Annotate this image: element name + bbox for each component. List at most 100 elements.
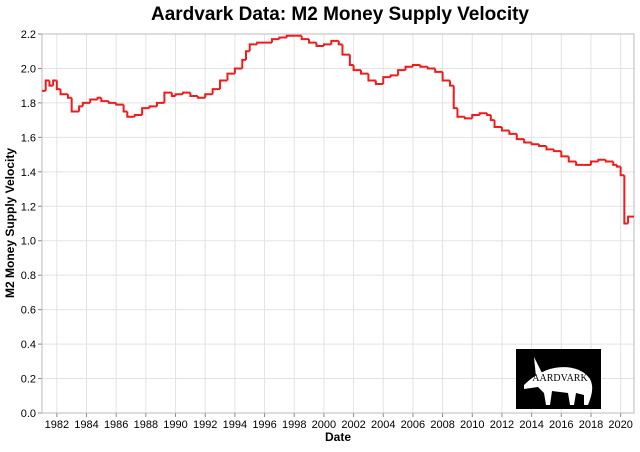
- line-step: [589, 160, 599, 165]
- line-step: [486, 113, 491, 116]
- logo-aardvark: [524, 357, 593, 405]
- line-step: [115, 102, 124, 106]
- x-tick-label: 1996: [252, 419, 276, 431]
- y-tick-label: 0.8: [21, 270, 36, 282]
- line-step: [174, 93, 183, 97]
- line-step: [434, 68, 443, 73]
- line-step: [359, 70, 369, 75]
- line-step: [133, 113, 143, 117]
- line-step: [471, 113, 480, 119]
- line-step: [619, 166, 625, 177]
- line-step: [330, 39, 339, 45]
- line-step: [315, 42, 324, 48]
- line-step: [523, 139, 532, 144]
- logo-text: AARDVARK: [532, 373, 588, 384]
- line-step: [163, 91, 172, 103]
- x-tick-label: 1998: [282, 419, 306, 431]
- line-step: [449, 80, 454, 87]
- line-step: [452, 85, 458, 110]
- x-tick-label: 2006: [401, 419, 425, 431]
- line-step: [66, 94, 72, 99]
- x-tick-label: 2012: [490, 419, 514, 431]
- line-step: [278, 36, 287, 40]
- line-step: [48, 80, 54, 87]
- y-tick-label: 1.6: [21, 132, 36, 144]
- x-axis-label: Date: [325, 430, 351, 444]
- x-tick-label: 2018: [579, 419, 603, 431]
- x-tick-label: 1988: [134, 419, 158, 431]
- line-step: [59, 89, 68, 96]
- x-tick-label: 1986: [104, 419, 128, 431]
- line-step: [241, 58, 247, 69]
- y-tick-label: 1.8: [21, 98, 36, 110]
- line-step: [575, 161, 584, 166]
- line-step: [148, 105, 157, 109]
- y-tick-label: 0.0: [21, 408, 36, 420]
- line-step: [615, 164, 621, 168]
- line-step: [337, 40, 343, 46]
- line-step: [441, 71, 451, 82]
- line-step: [612, 161, 617, 166]
- line-step: [627, 215, 634, 224]
- x-tick-label: 1990: [163, 419, 187, 431]
- line-step: [530, 142, 540, 146]
- line-step: [348, 54, 354, 67]
- line-step: [374, 80, 384, 85]
- line-step: [100, 97, 109, 103]
- line-step: [248, 43, 258, 52]
- y-tick-label: 0.4: [21, 339, 36, 351]
- line-step: [411, 64, 421, 67]
- line-step: [567, 156, 577, 163]
- line-step: [300, 35, 310, 41]
- chart-title: Aardvark Data: M2 Money Supply Velocity: [151, 4, 529, 25]
- line-step: [545, 145, 554, 151]
- line-step: [478, 112, 488, 115]
- x-tick-label: 1992: [193, 419, 217, 431]
- line-step: [508, 130, 517, 135]
- line-step: [219, 79, 228, 90]
- line-step: [285, 34, 295, 38]
- line-step: [341, 44, 350, 56]
- line-step: [604, 159, 614, 163]
- line-step: [44, 79, 50, 91]
- line-step: [456, 108, 465, 118]
- x-tick-label: 2002: [341, 419, 365, 431]
- line-step: [181, 91, 191, 95]
- line-step: [382, 76, 391, 84]
- line-step: [245, 50, 250, 60]
- line-step: [256, 41, 265, 45]
- line-step: [552, 149, 562, 153]
- x-tick-label: 2008: [430, 419, 454, 431]
- x-tick-label: 1994: [223, 419, 247, 431]
- y-tick-label: 2.0: [21, 63, 36, 75]
- y-axis-label: M2 Money Supply Velocity: [3, 148, 17, 298]
- line-step: [70, 97, 80, 113]
- line-step: [141, 107, 150, 115]
- line-step: [367, 73, 376, 82]
- logo: AARDVARK: [516, 349, 601, 409]
- line-step: [78, 105, 83, 112]
- line-step: [426, 66, 436, 70]
- line-step: [52, 79, 57, 86]
- line-step: [122, 104, 128, 113]
- x-tick-label: 1984: [74, 419, 98, 431]
- line-step: [196, 96, 206, 99]
- x-tick-label: 2020: [608, 419, 632, 431]
- line-step: [170, 92, 176, 98]
- line-step: [397, 69, 406, 76]
- line-step: [597, 158, 606, 162]
- line-step: [89, 98, 98, 103]
- x-tick-label: 2004: [371, 419, 395, 431]
- line-step: [211, 88, 221, 95]
- line-step: [81, 101, 91, 107]
- y-tick-label: 1.0: [21, 236, 36, 248]
- plot-frame: [41, 33, 635, 414]
- line-step: [538, 144, 547, 147]
- line-step: [189, 92, 198, 98]
- y-tick-label: 1.2: [21, 201, 36, 213]
- y-tick-label: 2.2: [21, 29, 36, 41]
- line-step: [107, 101, 117, 104]
- line-step: [560, 151, 569, 158]
- line-step: [515, 133, 525, 141]
- line-step: [489, 114, 495, 122]
